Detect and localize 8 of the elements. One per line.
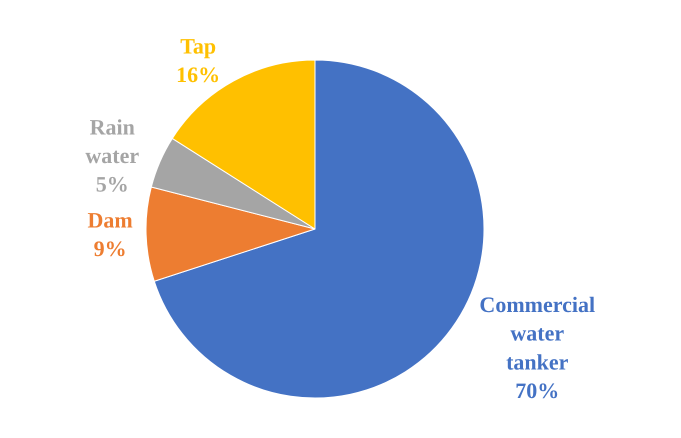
data-label: 70% [515, 378, 560, 403]
slice-label: Rain water [85, 114, 140, 168]
slice-label: Commercial water tanker [479, 292, 596, 374]
slice-label: Tap [180, 34, 216, 59]
data-label: 16% [176, 62, 220, 88]
slice-label: Dam [87, 208, 133, 233]
data-label: 5% [96, 172, 129, 196]
data-label: 9% [94, 236, 127, 262]
